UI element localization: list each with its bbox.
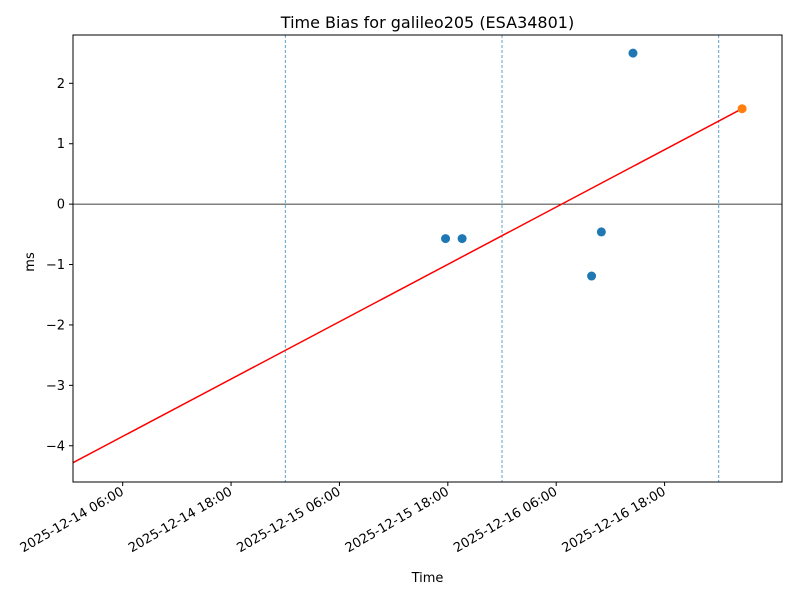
y-axis-label: ms	[23, 252, 38, 272]
y-tick-label: 1	[57, 137, 65, 152]
chart-title: Time Bias for galileo205 (ESA34801)	[280, 13, 574, 32]
x-axis-label: Time	[411, 571, 444, 586]
y-tick-label: 2	[57, 77, 65, 92]
y-tick-label: −1	[46, 258, 65, 273]
trend-line	[72, 108, 743, 464]
y-tick-label: −4	[46, 439, 65, 454]
data-point	[737, 104, 747, 114]
y-tick-label: 0	[57, 198, 65, 213]
data-point	[441, 234, 451, 244]
y-tick-label: −2	[46, 318, 65, 333]
data-point	[457, 234, 467, 244]
y-tick-label: −3	[46, 379, 65, 394]
data-point	[596, 227, 606, 237]
data-point	[628, 48, 638, 58]
data-point	[587, 271, 597, 281]
axes-frame	[72, 34, 783, 483]
